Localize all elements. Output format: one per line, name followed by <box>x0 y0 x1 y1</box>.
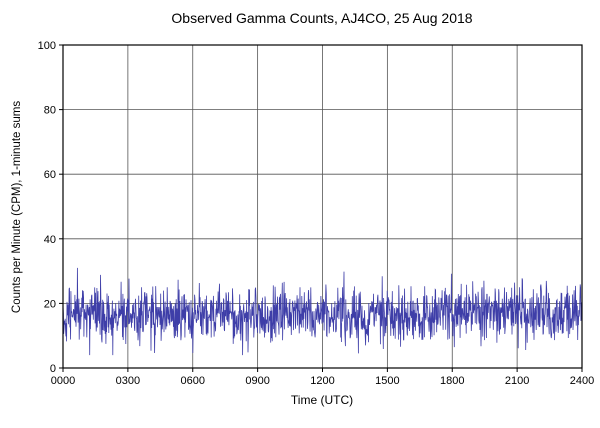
x-tick-label: 0900 <box>245 375 269 387</box>
y-tick-label: 20 <box>44 298 56 310</box>
x-tick-label: 0600 <box>181 375 205 387</box>
x-axis-label: Time (UTC) <box>291 393 353 407</box>
grid-lines <box>63 45 582 368</box>
x-tick-label: 1500 <box>375 375 399 387</box>
y-tick-label: 40 <box>44 234 56 246</box>
x-tick-label: 1800 <box>440 375 464 387</box>
tick-labels: 0000 0300 0600 0900 1200 1500 1800 2100 2400 0 20 4… <box>38 40 595 387</box>
y-tick-label: 80 <box>44 105 56 117</box>
x-tick-label: 0300 <box>116 375 140 387</box>
tick-marks <box>59 44 583 372</box>
y-axis-label: Counts per Minute (CPM), 1-minute sums <box>11 101 23 313</box>
plot-area: 0000 0300 0600 0900 1200 1500 1800 2100 2400 0 20 4… <box>38 40 595 387</box>
gamma-counts-series-line <box>62 267 583 356</box>
y-tick-label: 60 <box>44 169 56 181</box>
x-tick-label: 0000 <box>51 375 75 387</box>
chart-title: Observed Gamma Counts, AJ4CO, 25 Aug 201… <box>171 10 472 26</box>
x-tick-label: 2400 <box>570 375 594 387</box>
x-tick-label: 1200 <box>310 375 334 387</box>
y-tick-label: 100 <box>38 40 56 52</box>
x-tick-label: 2100 <box>505 375 529 387</box>
y-tick-label: 0 <box>50 363 56 375</box>
